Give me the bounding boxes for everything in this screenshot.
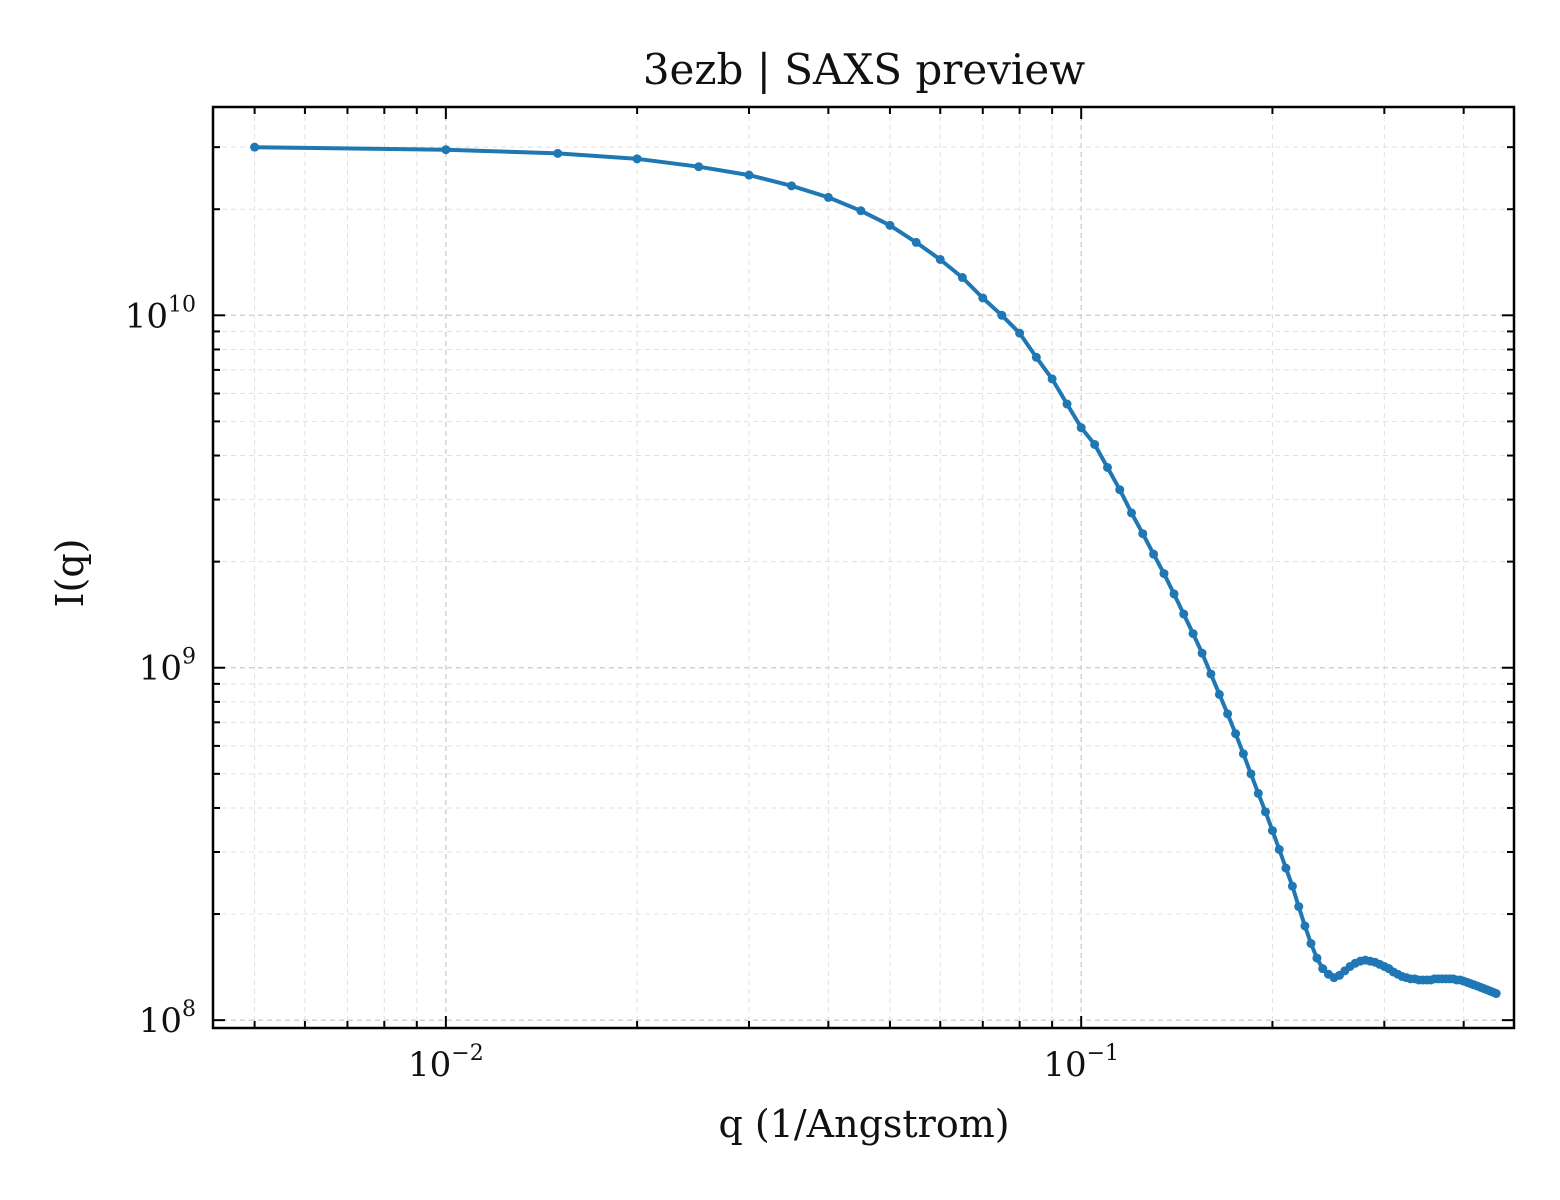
- data-point: [632, 154, 642, 164]
- data-point: [1318, 964, 1328, 974]
- data-point: [823, 192, 833, 202]
- data-point: [1238, 749, 1248, 759]
- data-point: [787, 181, 797, 191]
- data-point: [1126, 508, 1136, 518]
- data-point: [1138, 529, 1148, 539]
- data-point: [1015, 328, 1025, 338]
- data-point: [1231, 729, 1241, 739]
- data-point: [1294, 902, 1304, 912]
- data-point: [1090, 439, 1100, 449]
- data-point: [1102, 462, 1112, 472]
- data-point: [441, 145, 451, 155]
- data-point: [1491, 989, 1501, 999]
- data-point: [1076, 423, 1086, 433]
- data-point: [885, 220, 895, 230]
- data-point: [744, 170, 754, 180]
- data-point: [1312, 953, 1322, 963]
- data-point: [1306, 939, 1316, 949]
- data-point: [1149, 549, 1159, 559]
- data-point: [694, 162, 704, 172]
- data-point: [856, 206, 866, 216]
- y-tick-label: 1010: [125, 292, 196, 336]
- y-tick-label: 108: [139, 997, 196, 1041]
- data-point: [553, 148, 563, 158]
- data-point: [1197, 648, 1207, 658]
- data-point: [1281, 863, 1291, 873]
- y-tick-label: 109: [139, 645, 196, 689]
- data-point: [1260, 807, 1270, 817]
- data-series: [250, 142, 1501, 999]
- y-axis-title: I(q): [48, 539, 92, 608]
- data-point: [1246, 769, 1256, 779]
- axis-ticks: 10−2 10−1 108 109 1010: [125, 107, 1514, 1085]
- data-point: [911, 237, 921, 247]
- grid-lines: [213, 107, 1514, 1028]
- x-axis-title: q (1/Angstrom): [718, 1102, 1009, 1146]
- data-point: [1300, 921, 1310, 931]
- data-point: [978, 293, 988, 303]
- data-point: [250, 142, 260, 152]
- data-point: [957, 273, 967, 283]
- data-point: [1214, 689, 1224, 699]
- data-point: [997, 310, 1007, 320]
- chart-title: 3ezb | SAXS preview: [643, 45, 1085, 94]
- plot-frame: [211, 105, 1516, 1030]
- data-point: [1115, 485, 1125, 495]
- data-point: [1206, 669, 1216, 679]
- data-point: [1169, 589, 1179, 599]
- x-tick-label: 10−2: [408, 1041, 484, 1085]
- x-tick-label: 10−1: [1043, 1041, 1119, 1085]
- data-point: [1159, 569, 1169, 579]
- data-point: [1047, 374, 1057, 384]
- data-point: [1031, 352, 1041, 362]
- data-point: [1267, 826, 1277, 836]
- data-point: [1223, 709, 1233, 719]
- data-point: [1188, 629, 1198, 639]
- data-point: [1179, 609, 1189, 619]
- data-point: [1253, 788, 1263, 798]
- data-point: [1062, 399, 1072, 409]
- data-point: [1274, 844, 1284, 854]
- data-point: [935, 254, 945, 264]
- data-point: [1287, 881, 1297, 891]
